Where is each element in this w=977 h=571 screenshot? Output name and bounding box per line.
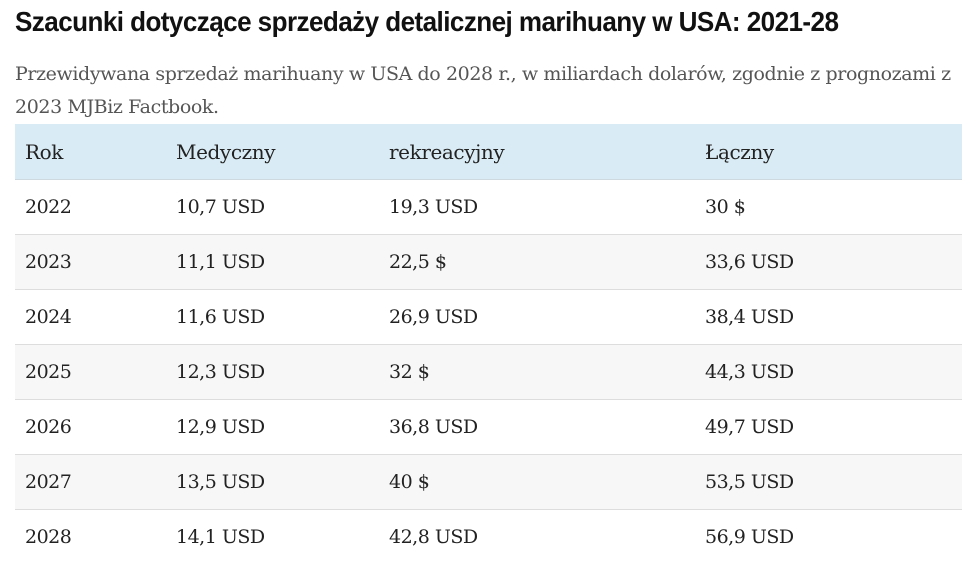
page-title: Szacunki dotyczące sprzedaży detalicznej… xyxy=(15,6,839,37)
cell-recreational: 26,9 USD xyxy=(379,289,695,345)
table-row: 2023 11,1 USD 22,5 $ 33,6 USD xyxy=(15,234,962,290)
cell-total: 33,6 USD xyxy=(695,234,962,290)
table-row: 2028 14,1 USD 42,8 USD 56,9 USD xyxy=(15,509,962,564)
cell-recreational: 19,3 USD xyxy=(379,179,695,235)
header-year: Rok xyxy=(15,124,166,180)
cell-recreational: 42,8 USD xyxy=(379,509,695,564)
table-row: 2026 12,9 USD 36,8 USD 49,7 USD xyxy=(15,399,962,455)
table-header: Rok Medyczny rekreacyjny Łączny xyxy=(15,124,962,180)
cell-total: 49,7 USD xyxy=(695,399,962,455)
cell-medical: 11,1 USD xyxy=(166,234,379,290)
cell-recreational: 40 $ xyxy=(379,454,695,510)
table-row: 2022 10,7 USD 19,3 USD 30 $ xyxy=(15,179,962,235)
cell-total: 56,9 USD xyxy=(695,509,962,564)
cell-medical: 10,7 USD xyxy=(166,179,379,235)
cell-total: 30 $ xyxy=(695,179,962,235)
table-body: 2022 10,7 USD 19,3 USD 30 $ 2023 11,1 US… xyxy=(15,179,962,564)
header-medical: Medyczny xyxy=(166,124,379,180)
table-row: 2024 11,6 USD 26,9 USD 38,4 USD xyxy=(15,289,962,345)
cell-year: 2025 xyxy=(15,344,166,400)
cell-year: 2026 xyxy=(15,399,166,455)
header-row: Rok Medyczny rekreacyjny Łączny xyxy=(15,124,962,180)
cell-year: 2027 xyxy=(15,454,166,510)
page-subtitle: Przewidywana sprzedaż marihuany w USA do… xyxy=(15,63,951,118)
table-row: 2025 12,3 USD 32 $ 44,3 USD xyxy=(15,344,962,400)
cell-medical: 13,5 USD xyxy=(166,454,379,510)
header-total: Łączny xyxy=(695,124,962,180)
sales-table: Rok Medyczny rekreacyjny Łączny 2022 10,… xyxy=(15,124,962,564)
header-recreational: rekreacyjny xyxy=(379,124,695,180)
cell-year: 2024 xyxy=(15,289,166,345)
cell-recreational: 32 $ xyxy=(379,344,695,400)
table-row: 2027 13,5 USD 40 $ 53,5 USD xyxy=(15,454,962,510)
cell-year: 2022 xyxy=(15,179,166,235)
cell-medical: 12,9 USD xyxy=(166,399,379,455)
cell-medical: 14,1 USD xyxy=(166,509,379,564)
cell-medical: 11,6 USD xyxy=(166,289,379,345)
cell-total: 44,3 USD xyxy=(695,344,962,400)
cell-total: 53,5 USD xyxy=(695,454,962,510)
cell-year: 2023 xyxy=(15,234,166,290)
cell-year: 2028 xyxy=(15,509,166,564)
cell-recreational: 22,5 $ xyxy=(379,234,695,290)
cell-recreational: 36,8 USD xyxy=(379,399,695,455)
cell-total: 38,4 USD xyxy=(695,289,962,345)
cell-medical: 12,3 USD xyxy=(166,344,379,400)
